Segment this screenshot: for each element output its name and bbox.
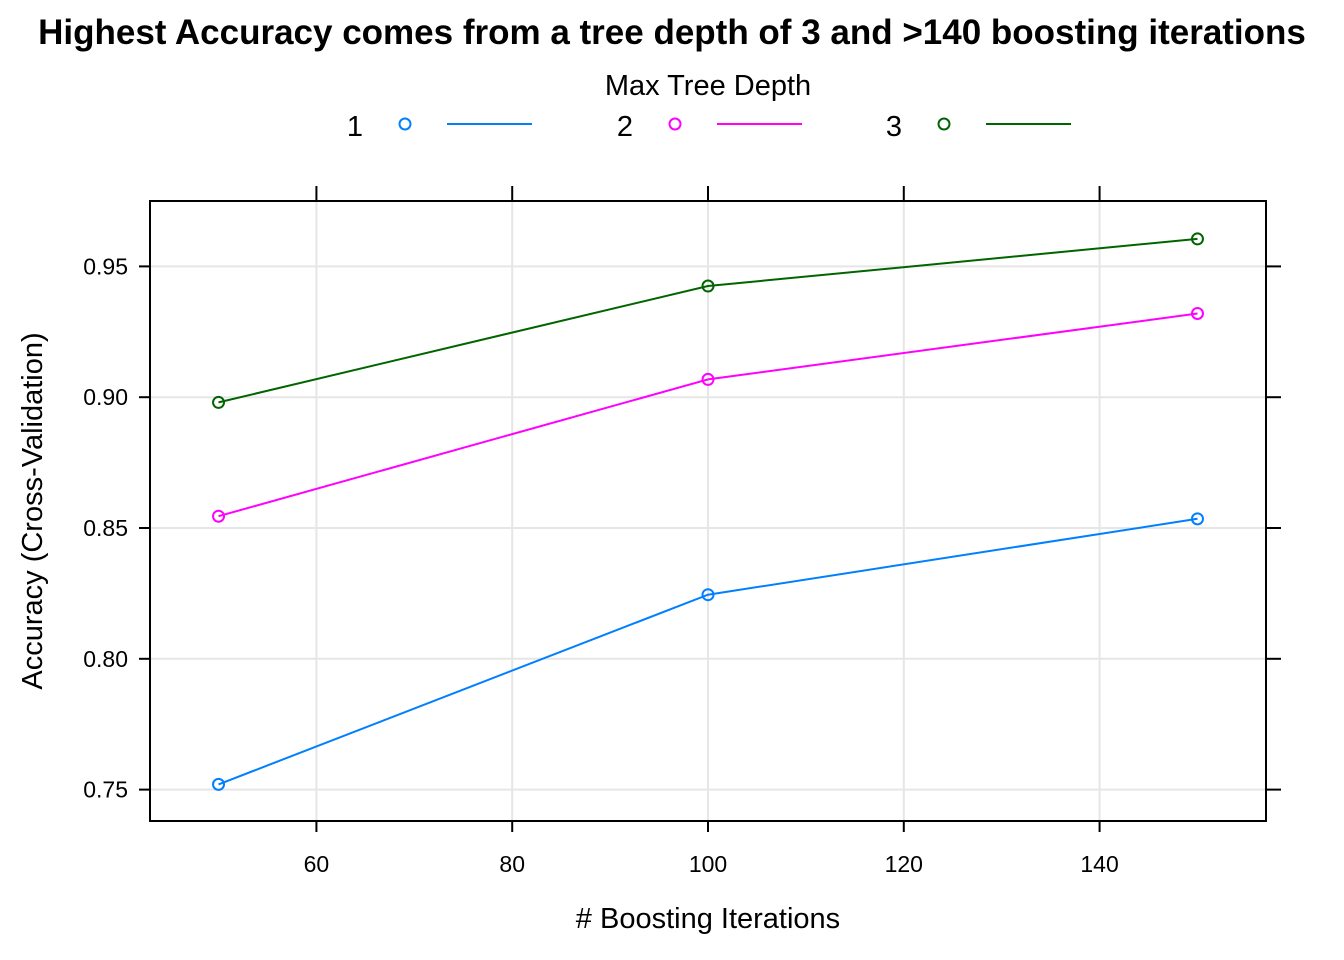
- series-line-depth-2: [218, 312, 1198, 518]
- y-tick-label: 0.75: [83, 777, 128, 803]
- series-line-depth-3: [218, 237, 1198, 404]
- data-point-depth-1: [1190, 512, 1204, 526]
- data-point-depth-1: [212, 777, 226, 791]
- legend-point-depth-2: [668, 117, 682, 131]
- data-point-depth-2: [701, 372, 715, 386]
- y-tick-label: 0.95: [83, 253, 128, 279]
- legend-label-depth-1: 1: [347, 111, 363, 143]
- data-point-depth-2: [1190, 306, 1204, 320]
- x-axis-label: # Boosting Iterations: [576, 903, 840, 935]
- data-point-depth-3: [701, 279, 715, 293]
- series-line-depth-1: [218, 517, 1198, 786]
- legend-label-depth-2: 2: [617, 111, 633, 143]
- y-axis-label: Accuracy (Cross-Validation): [17, 332, 49, 689]
- chart-title: Highest Accuracy comes from a tree depth…: [38, 13, 1306, 52]
- legend: 1 2 3: [347, 111, 1071, 143]
- x-tick-label: 100: [689, 851, 727, 877]
- x-tick-label: 120: [885, 851, 923, 877]
- data-point-depth-1: [701, 588, 715, 602]
- data-point-depth-3: [1190, 232, 1204, 246]
- legend-point-depth-3: [937, 117, 951, 131]
- y-tick-label: 0.80: [83, 646, 128, 672]
- data-point-depth-3: [212, 395, 226, 409]
- legend-label-depth-3: 3: [886, 111, 902, 143]
- axis-ticks: 60 80 100 120 140 0.75 0.80 0.85 0.90 0.95: [83, 186, 1281, 877]
- y-tick-label: 0.85: [83, 515, 128, 541]
- legend-point-depth-1: [398, 117, 412, 131]
- y-tick-label: 0.90: [83, 384, 128, 410]
- x-tick-label: 60: [304, 851, 330, 877]
- series-group: [212, 232, 1204, 791]
- legend-title: Max Tree Depth: [605, 70, 811, 102]
- x-tick-label: 80: [499, 851, 525, 877]
- x-tick-label: 140: [1080, 851, 1118, 877]
- grid-lines: [150, 201, 1266, 821]
- data-point-depth-2: [212, 509, 226, 523]
